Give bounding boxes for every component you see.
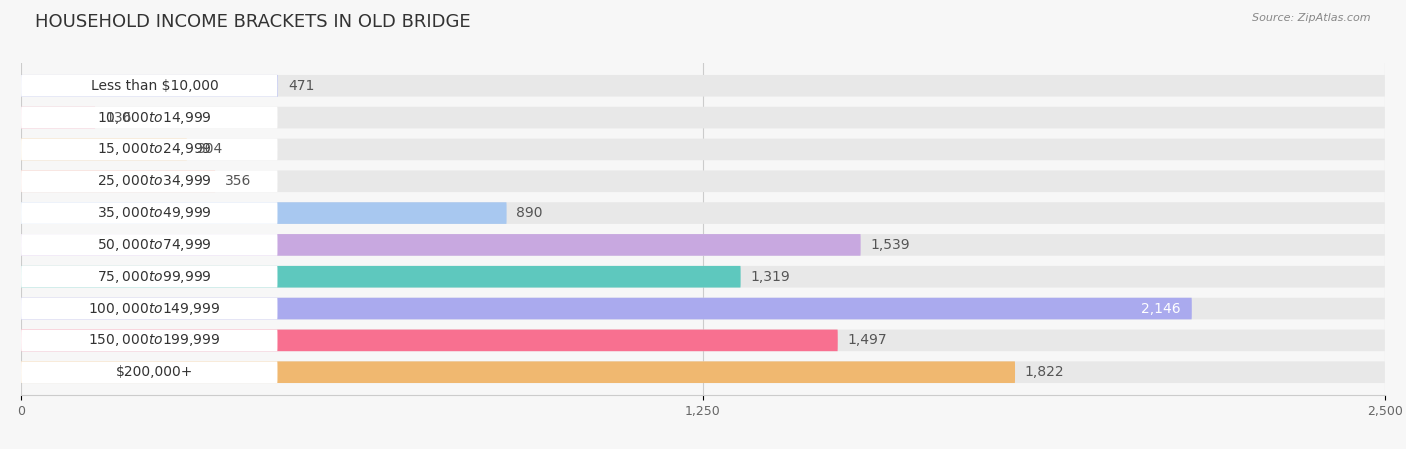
FancyBboxPatch shape (21, 330, 838, 351)
FancyBboxPatch shape (21, 171, 1385, 192)
Text: $150,000 to $199,999: $150,000 to $199,999 (89, 332, 221, 348)
FancyBboxPatch shape (21, 202, 1385, 224)
FancyBboxPatch shape (21, 107, 96, 128)
FancyBboxPatch shape (21, 361, 277, 383)
Text: $100,000 to $149,999: $100,000 to $149,999 (89, 300, 221, 317)
FancyBboxPatch shape (21, 361, 1385, 383)
Text: $50,000 to $74,999: $50,000 to $74,999 (97, 237, 212, 253)
FancyBboxPatch shape (21, 202, 506, 224)
FancyBboxPatch shape (21, 298, 277, 319)
Text: 356: 356 (225, 174, 252, 188)
Text: $15,000 to $24,999: $15,000 to $24,999 (97, 141, 212, 158)
FancyBboxPatch shape (21, 330, 1385, 351)
Text: Less than $10,000: Less than $10,000 (90, 79, 218, 93)
FancyBboxPatch shape (21, 107, 1385, 128)
FancyBboxPatch shape (21, 202, 277, 224)
Text: HOUSEHOLD INCOME BRACKETS IN OLD BRIDGE: HOUSEHOLD INCOME BRACKETS IN OLD BRIDGE (35, 13, 471, 31)
FancyBboxPatch shape (21, 139, 277, 160)
Text: 890: 890 (516, 206, 543, 220)
FancyBboxPatch shape (21, 298, 1192, 319)
FancyBboxPatch shape (21, 139, 187, 160)
FancyBboxPatch shape (21, 266, 1385, 287)
FancyBboxPatch shape (21, 266, 741, 287)
Text: $75,000 to $99,999: $75,000 to $99,999 (97, 269, 212, 285)
FancyBboxPatch shape (21, 75, 1385, 97)
Text: 471: 471 (288, 79, 314, 93)
Text: $25,000 to $34,999: $25,000 to $34,999 (97, 173, 212, 189)
FancyBboxPatch shape (21, 171, 215, 192)
FancyBboxPatch shape (21, 139, 1385, 160)
Text: $200,000+: $200,000+ (115, 365, 193, 379)
FancyBboxPatch shape (21, 234, 277, 256)
Text: 304: 304 (197, 142, 224, 156)
FancyBboxPatch shape (21, 107, 277, 128)
Text: 1,497: 1,497 (848, 333, 887, 348)
FancyBboxPatch shape (21, 171, 277, 192)
Text: Source: ZipAtlas.com: Source: ZipAtlas.com (1253, 13, 1371, 23)
Text: $35,000 to $49,999: $35,000 to $49,999 (97, 205, 212, 221)
Text: 1,319: 1,319 (751, 270, 790, 284)
FancyBboxPatch shape (21, 298, 1385, 319)
Text: 136: 136 (105, 110, 132, 125)
Text: 1,822: 1,822 (1025, 365, 1064, 379)
FancyBboxPatch shape (21, 234, 860, 256)
Text: 1,539: 1,539 (870, 238, 910, 252)
Text: $10,000 to $14,999: $10,000 to $14,999 (97, 110, 212, 126)
FancyBboxPatch shape (21, 266, 277, 287)
FancyBboxPatch shape (21, 234, 1385, 256)
FancyBboxPatch shape (21, 75, 277, 97)
Text: 2,146: 2,146 (1142, 302, 1181, 316)
FancyBboxPatch shape (21, 330, 277, 351)
FancyBboxPatch shape (21, 75, 278, 97)
FancyBboxPatch shape (21, 361, 1015, 383)
